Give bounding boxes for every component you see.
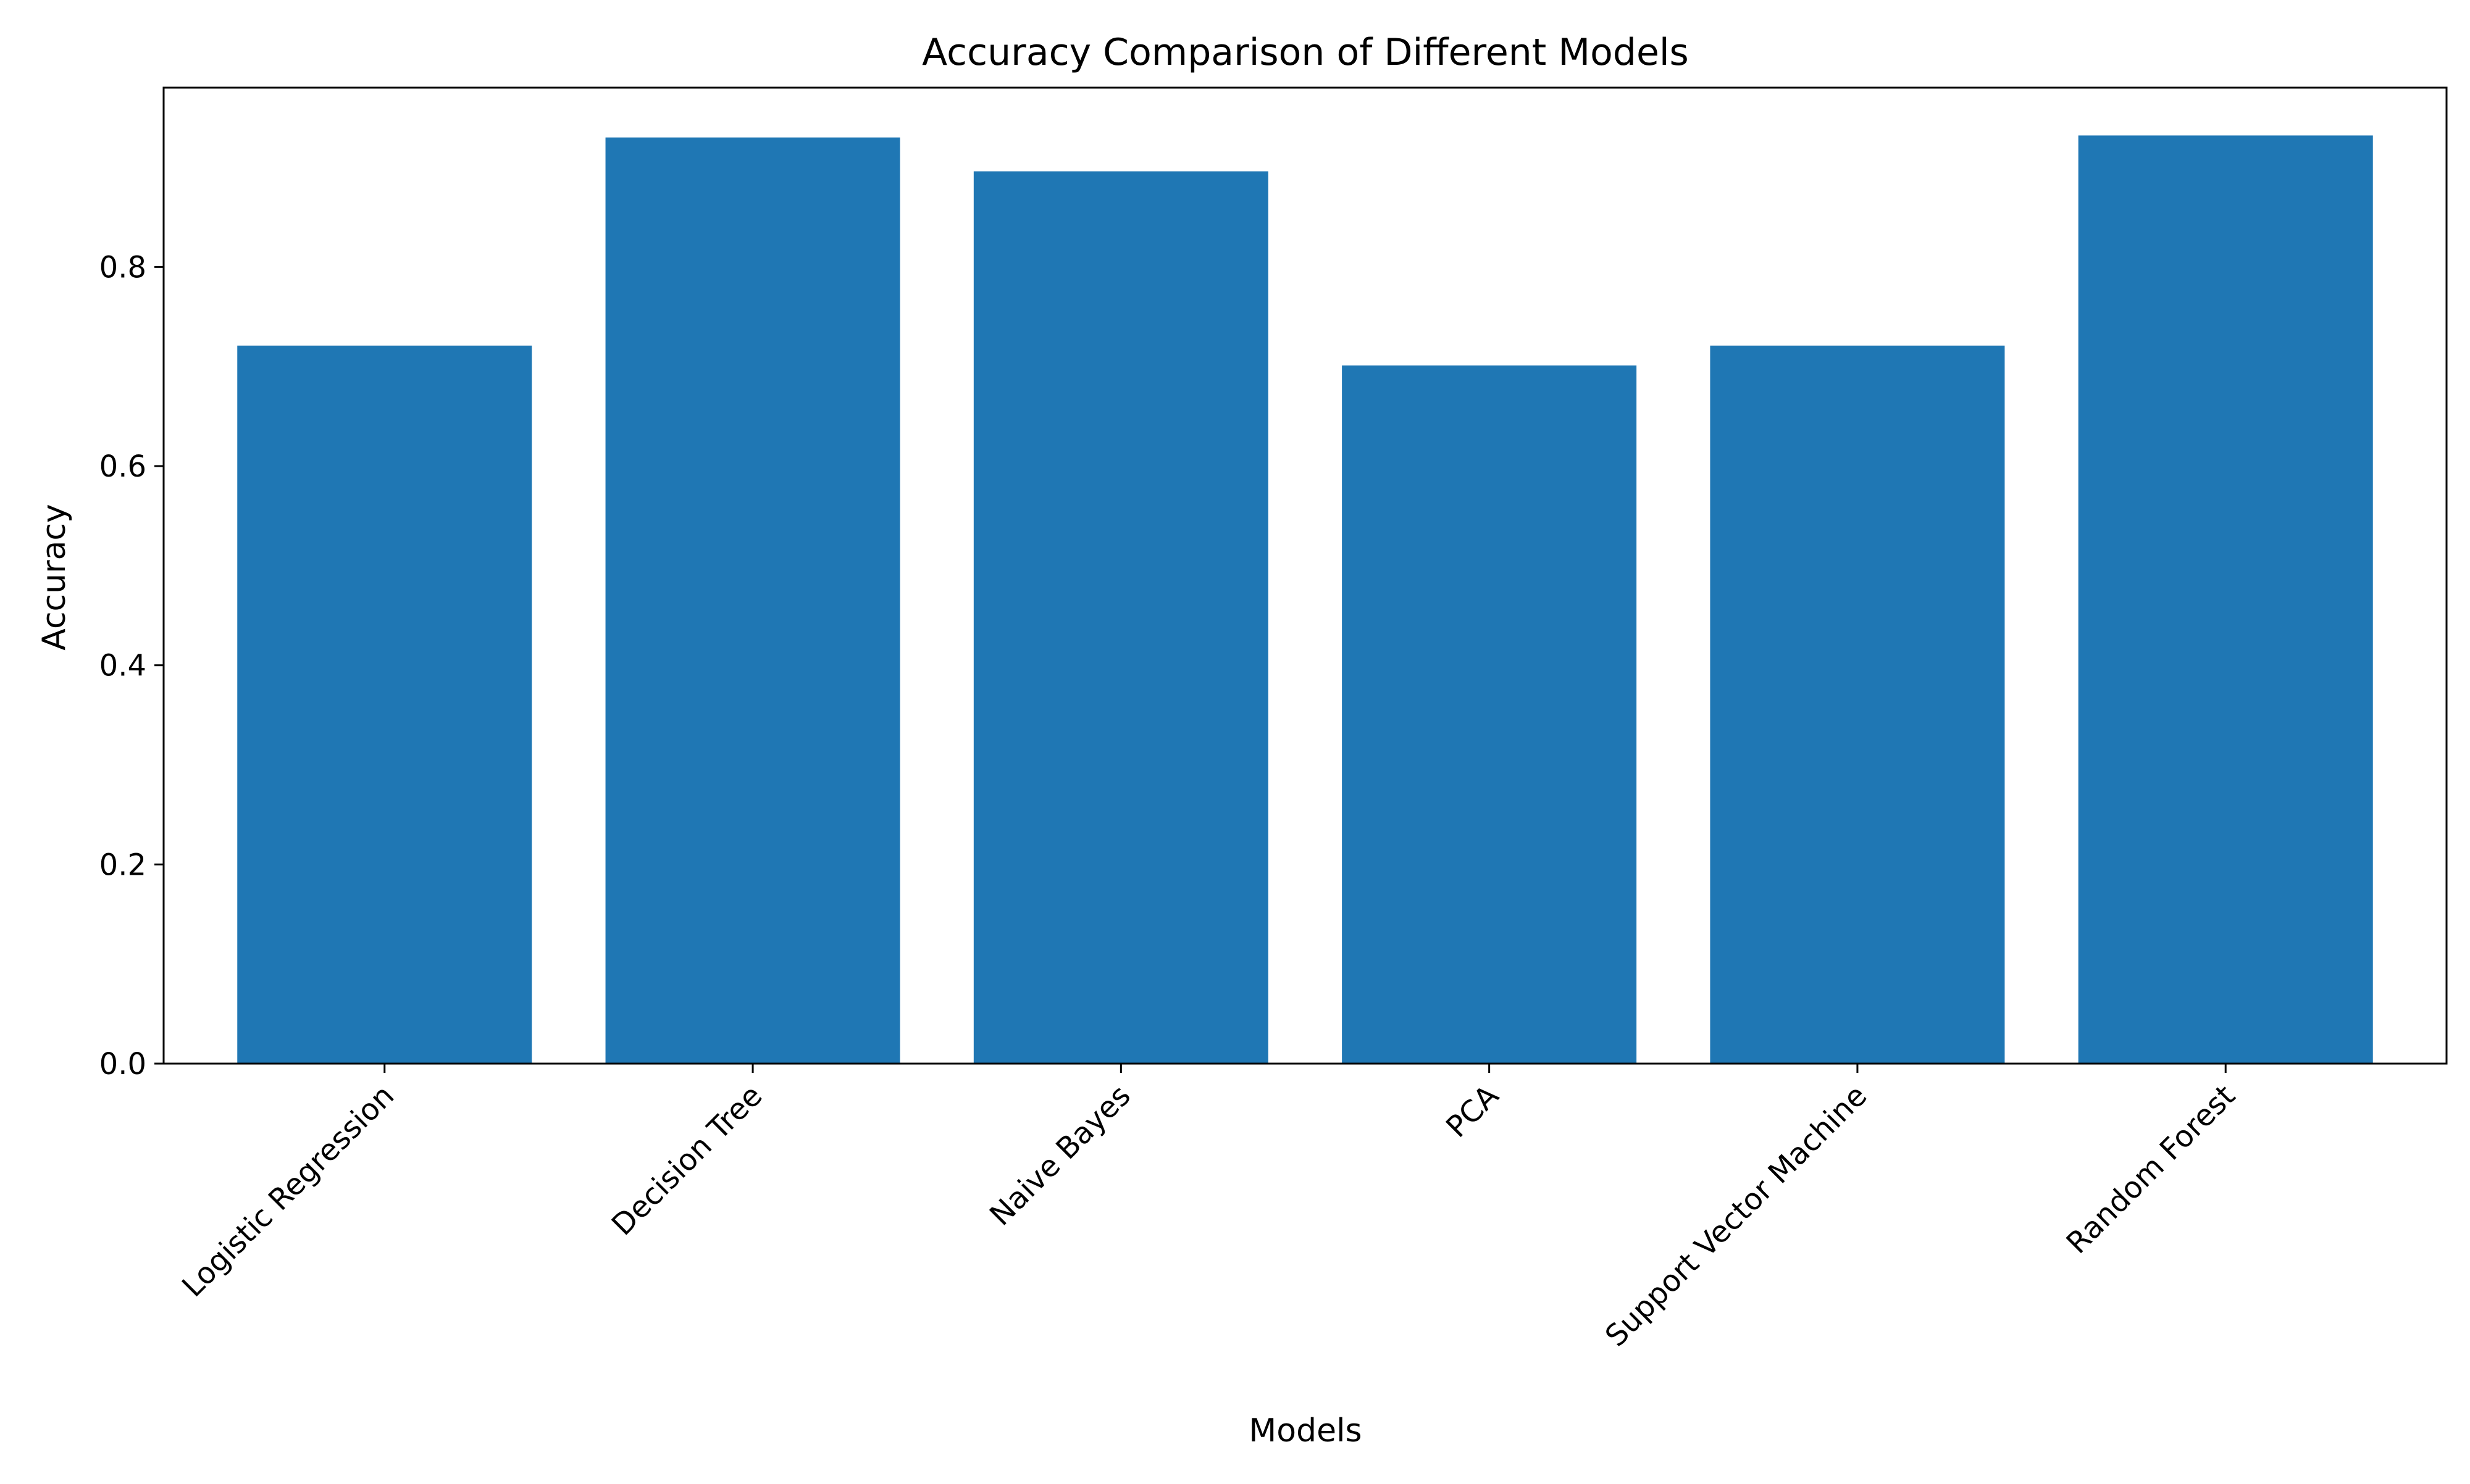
bars-group [237,135,2373,1064]
bar-support-vector-machine [1710,345,2005,1064]
y-tick-label: 0.6 [99,449,146,484]
chart-title: Accuracy Comparison of Different Models [922,31,1689,74]
plot-frame [162,86,2448,1065]
y-tick-label: 0.2 [99,848,146,882]
y-tick-label: 0.0 [99,1047,146,1082]
y-tick-label: 0.8 [99,250,146,285]
bar-pca [1342,365,1637,1064]
x-axis-label: Models [1249,1412,1362,1449]
bar-random-forest [2078,135,2373,1064]
bar-decision-tree [605,137,900,1064]
y-axis-label: Accuracy [36,504,73,650]
bar-naive-bayes [973,171,1268,1064]
bar-logistic-regression [237,345,532,1064]
y-tick-label: 0.4 [99,649,146,683]
y-axis: 0.0 0.2 0.4 0.6 0.8 [99,250,164,1082]
